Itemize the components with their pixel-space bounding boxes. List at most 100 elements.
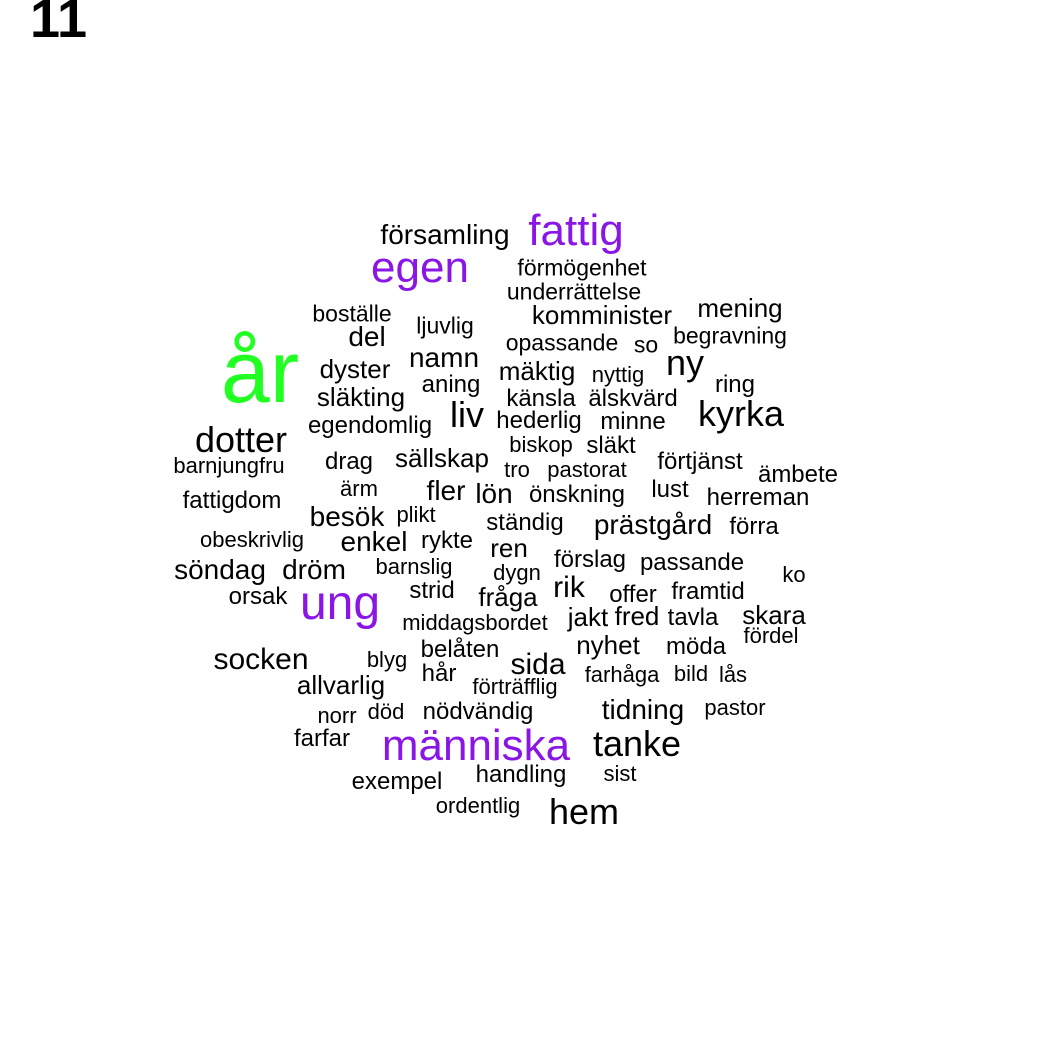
word-underrattelse: underrättelse (506, 278, 642, 305)
word-minne: minne (600, 408, 666, 435)
word-del: del (348, 321, 386, 352)
word-slakting: släkting (316, 382, 406, 412)
word-lon: lön (475, 478, 513, 509)
word-handling: handling (475, 761, 567, 788)
word-orsak: orsak (228, 583, 288, 610)
word-drom: dröm (282, 554, 346, 585)
word-alskvard: älskvärd (588, 385, 678, 412)
word-komminister: komminister (531, 300, 673, 330)
word-egen: egen (371, 243, 469, 292)
word-tro: tro (504, 457, 530, 482)
word-sist: sist (603, 761, 637, 786)
word-bild: bild (673, 661, 709, 686)
word-farhaga: farhåga (584, 662, 660, 687)
word-socken: socken (213, 643, 309, 676)
word-ny: ny (665, 342, 705, 383)
word-nyhet: nyhet (576, 630, 640, 660)
word-barnjungfru: barnjungfru (173, 453, 285, 478)
word-dod: död (367, 699, 405, 724)
word-jakt: jakt (567, 602, 609, 632)
word-ljuvlig: ljuvlig (416, 312, 474, 339)
word-passande: passande (639, 549, 745, 576)
word-sondag: söndag (174, 554, 266, 585)
word-fattigdom: fattigdom (182, 487, 282, 514)
word-forsamling: församling (380, 219, 510, 250)
word-tanke: tanke (592, 723, 682, 764)
word-enkel: enkel (340, 526, 408, 557)
word-ko: ko (782, 562, 806, 587)
word-prastgard: prästgård (593, 509, 713, 540)
word-besok: besök (309, 501, 385, 532)
word-rykte: rykte (420, 527, 474, 554)
word-standig: ständig (486, 509, 564, 536)
word-tidning: tidning (601, 694, 685, 725)
word-fler: fler (426, 475, 466, 506)
word-egendomlig: egendomlig (307, 412, 433, 439)
word-tavla: tavla (667, 604, 719, 631)
word-fortjanst: förtjänst (657, 448, 743, 475)
word-dotter: dotter (194, 419, 288, 460)
word-ung: ung (299, 577, 381, 630)
word-onskning: önskning (528, 481, 626, 508)
word-slakt: släkt (586, 432, 636, 459)
word-norr: norr (317, 703, 357, 728)
word-nyttig: nyttig (591, 362, 645, 387)
word-fred: fred (614, 601, 660, 631)
word-skara: skara (742, 600, 806, 630)
word-allvarlig: allvarlig (296, 670, 386, 700)
word-aning: aning (421, 371, 481, 398)
word-barnslig: barnslig (375, 554, 453, 579)
word-fordel: fördel (743, 623, 799, 648)
word-fortrafflig: förträfflig (472, 674, 558, 699)
word-forslag: förslag (553, 546, 627, 573)
word-so: so (633, 331, 659, 358)
word-exempel: exempel (351, 768, 443, 795)
word-kyrka: kyrka (697, 393, 785, 434)
word-framtid: framtid (671, 578, 745, 605)
word-namn: namn (408, 342, 480, 373)
word-belaten: belåten (420, 636, 500, 663)
word-formogenhet: förmögenhet (517, 254, 647, 281)
figure-label: 11 (30, 0, 88, 49)
word-har: hår (421, 660, 457, 687)
word-strid: strid (409, 577, 455, 604)
word-arm: ärm (340, 476, 378, 501)
word-ambete: ämbete (757, 461, 839, 488)
word-manniska: människa (381, 721, 571, 770)
word-ar: år (220, 322, 300, 421)
word-pastor: pastor (704, 695, 766, 720)
word-rik: rik (553, 571, 585, 604)
word-begravning: begravning (673, 322, 787, 349)
word-forra: förra (729, 513, 779, 540)
word-sallskap: sällskap (395, 443, 489, 473)
word-ordentlig: ordentlig (435, 793, 521, 818)
word-maktig: mäktig (498, 356, 576, 386)
word-blyg: blyg (366, 647, 408, 672)
word-bostalle: boställe (312, 300, 392, 327)
word-fraga: fråga (478, 582, 538, 612)
word-middagsbordet: middagsbordet (402, 610, 548, 635)
word-moda: möda (665, 633, 727, 660)
word-pastorat: pastorat (547, 457, 627, 482)
word-drag: drag (324, 448, 374, 475)
word-nodvandig: nödvändig (422, 698, 534, 725)
word-lust: lust (651, 476, 689, 503)
word-biskop: biskop (509, 432, 573, 457)
word-sida: sida (510, 648, 566, 681)
word-ren: ren (490, 533, 528, 563)
word-las: lås (718, 662, 748, 687)
word-hem: hem (548, 791, 620, 832)
word-herreman: herreman (706, 484, 810, 511)
word-ring: ring (714, 371, 756, 398)
word-offer: offer (609, 581, 657, 608)
word-farfar: farfar (293, 725, 351, 752)
word-obeskrivlig: obeskrivlig (200, 527, 304, 552)
word-liv: liv (450, 394, 484, 435)
word-hederlig: hederlig (496, 407, 582, 434)
word-plikt: plikt (396, 502, 436, 527)
word-kansla: känsla (506, 385, 576, 412)
word-opassande: opassande (505, 329, 619, 356)
word-fattig: fattig (528, 206, 624, 255)
word-mening: mening (697, 293, 783, 323)
